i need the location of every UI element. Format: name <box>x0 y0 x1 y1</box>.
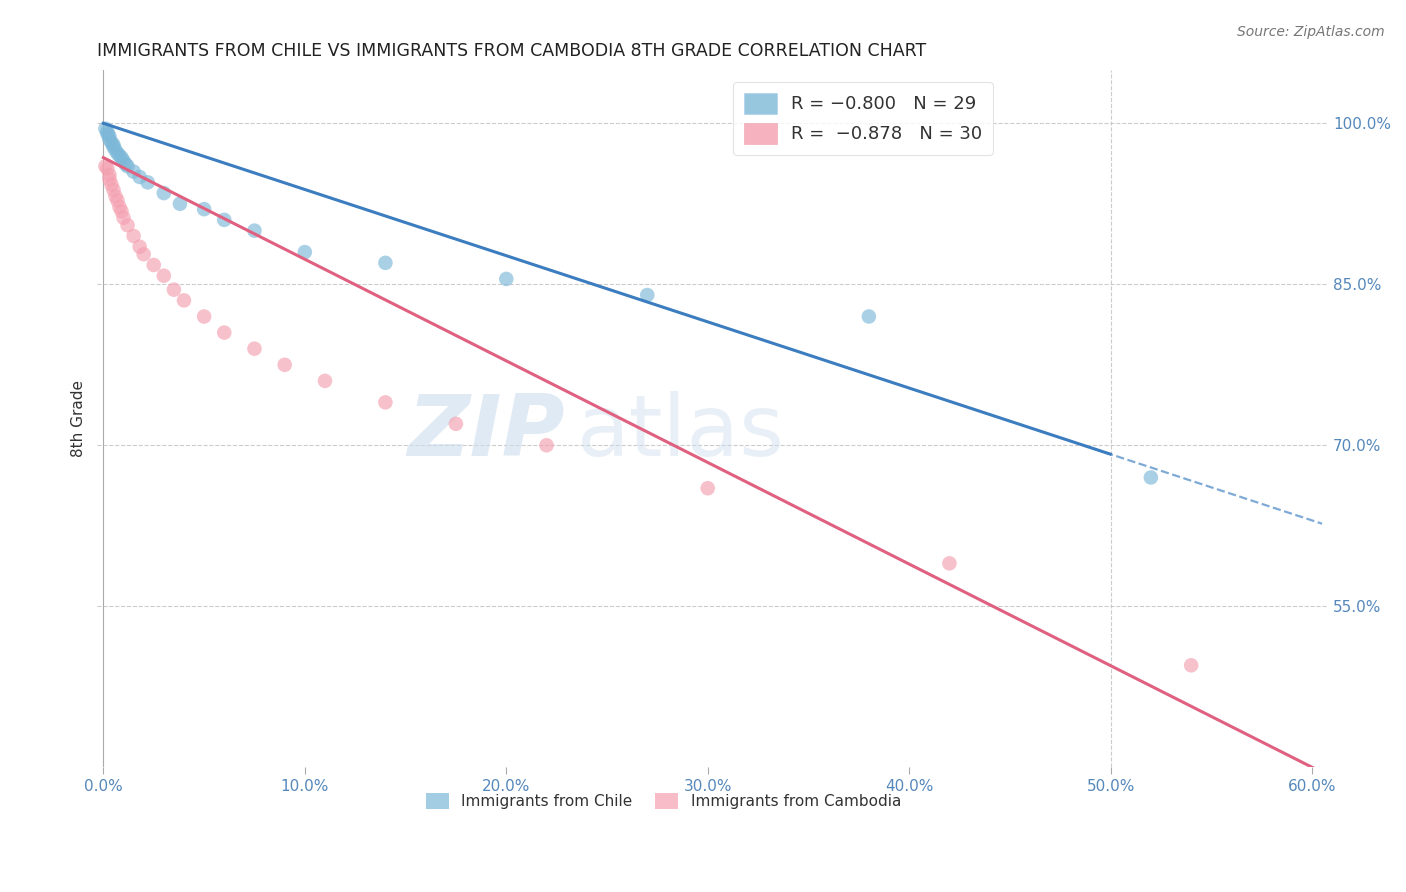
Point <box>98 172 121 186</box>
Point <box>214 326 236 340</box>
Point <box>173 293 195 308</box>
Point <box>98 168 121 182</box>
Y-axis label: 8th Grade: 8th Grade <box>72 380 86 457</box>
Point <box>108 148 131 162</box>
Point <box>153 268 176 283</box>
Point <box>938 557 960 571</box>
Point <box>108 200 131 214</box>
Point <box>163 283 186 297</box>
Point <box>193 202 215 216</box>
Point <box>294 245 316 260</box>
Point <box>193 310 215 324</box>
Point <box>128 240 150 254</box>
Point <box>100 136 122 150</box>
Point <box>117 159 139 173</box>
Text: ZIP: ZIP <box>408 391 565 474</box>
Point <box>112 211 135 225</box>
Point <box>114 157 136 171</box>
Point <box>107 194 129 208</box>
Point <box>536 438 558 452</box>
Point <box>142 258 165 272</box>
Point <box>122 164 145 178</box>
Point <box>96 127 118 141</box>
Point <box>132 247 155 261</box>
Point <box>103 183 125 197</box>
Point <box>374 256 396 270</box>
Point <box>243 224 266 238</box>
Text: atlas: atlas <box>578 391 786 474</box>
Point <box>243 342 266 356</box>
Point <box>100 178 122 192</box>
Point <box>110 204 132 219</box>
Point <box>136 175 159 189</box>
Point <box>112 153 135 168</box>
Legend: Immigrants from Chile, Immigrants from Cambodia: Immigrants from Chile, Immigrants from C… <box>420 788 907 815</box>
Point <box>696 481 718 495</box>
Point <box>103 137 125 152</box>
Point <box>374 395 396 409</box>
Point <box>858 310 880 324</box>
Point <box>273 358 295 372</box>
Point <box>214 213 236 227</box>
Point <box>94 121 117 136</box>
Point <box>495 272 517 286</box>
Point <box>107 146 129 161</box>
Point <box>104 143 127 157</box>
Point <box>444 417 467 431</box>
Point <box>122 229 145 244</box>
Point <box>153 186 176 200</box>
Point <box>1140 470 1163 484</box>
Point <box>117 219 139 233</box>
Point <box>128 169 150 184</box>
Point <box>110 151 132 165</box>
Point <box>96 161 118 176</box>
Point <box>1180 658 1202 673</box>
Point <box>314 374 336 388</box>
Point <box>169 196 191 211</box>
Point <box>98 129 121 144</box>
Point <box>94 159 117 173</box>
Text: IMMIGRANTS FROM CHILE VS IMMIGRANTS FROM CAMBODIA 8TH GRADE CORRELATION CHART: IMMIGRANTS FROM CHILE VS IMMIGRANTS FROM… <box>97 42 927 60</box>
Point <box>636 288 658 302</box>
Point <box>103 140 125 154</box>
Point <box>98 132 121 146</box>
Point <box>104 189 127 203</box>
Text: Source: ZipAtlas.com: Source: ZipAtlas.com <box>1237 25 1385 39</box>
Point <box>96 125 118 139</box>
